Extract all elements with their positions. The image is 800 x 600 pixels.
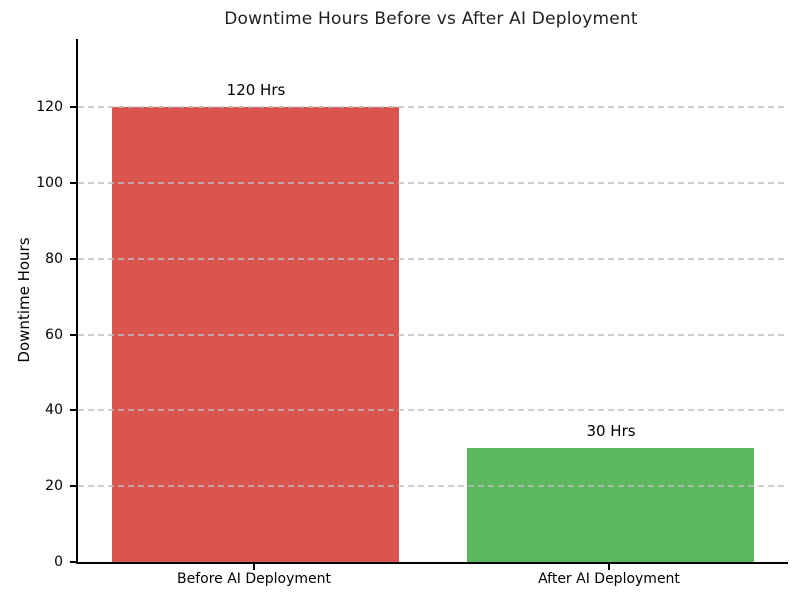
plot-area: 120 Hrs 30 Hrs bbox=[76, 39, 788, 564]
bar-value-label: 30 Hrs bbox=[586, 422, 636, 440]
bar-1 bbox=[467, 448, 754, 562]
gridline-y80 bbox=[78, 258, 788, 260]
y-tick-mark bbox=[70, 561, 76, 563]
gridline-y60 bbox=[78, 334, 788, 336]
gridline-y40 bbox=[78, 409, 788, 411]
y-tick-label: 100 bbox=[36, 175, 63, 191]
gridline-y120 bbox=[78, 106, 788, 108]
chart-title: Downtime Hours Before vs After AI Deploy… bbox=[224, 9, 638, 29]
y-tick-label: 80 bbox=[45, 251, 63, 267]
y-tick-mark bbox=[70, 334, 76, 336]
gridline-y100 bbox=[78, 182, 788, 184]
y-tick-label: 60 bbox=[45, 327, 63, 343]
y-tick-mark bbox=[70, 258, 76, 260]
y-tick-mark bbox=[70, 106, 76, 108]
x-tick-mark bbox=[253, 564, 255, 570]
bar-value-label: 120 Hrs bbox=[226, 81, 286, 99]
y-tick-label: 0 bbox=[54, 554, 63, 570]
x-tick-mark bbox=[608, 564, 610, 570]
y-tick-mark bbox=[70, 485, 76, 487]
y-tick-mark bbox=[70, 409, 76, 411]
gridline-y20 bbox=[78, 485, 788, 487]
y-tick-label: 120 bbox=[36, 99, 63, 115]
y-tick-mark bbox=[70, 182, 76, 184]
y-tick-label: 40 bbox=[45, 402, 63, 418]
y-tick-label: 20 bbox=[45, 478, 63, 494]
x-tick-label: After AI Deployment bbox=[538, 571, 680, 587]
y-axis-label: Downtime Hours bbox=[15, 237, 33, 363]
x-tick-label: Before AI Deployment bbox=[176, 571, 331, 587]
